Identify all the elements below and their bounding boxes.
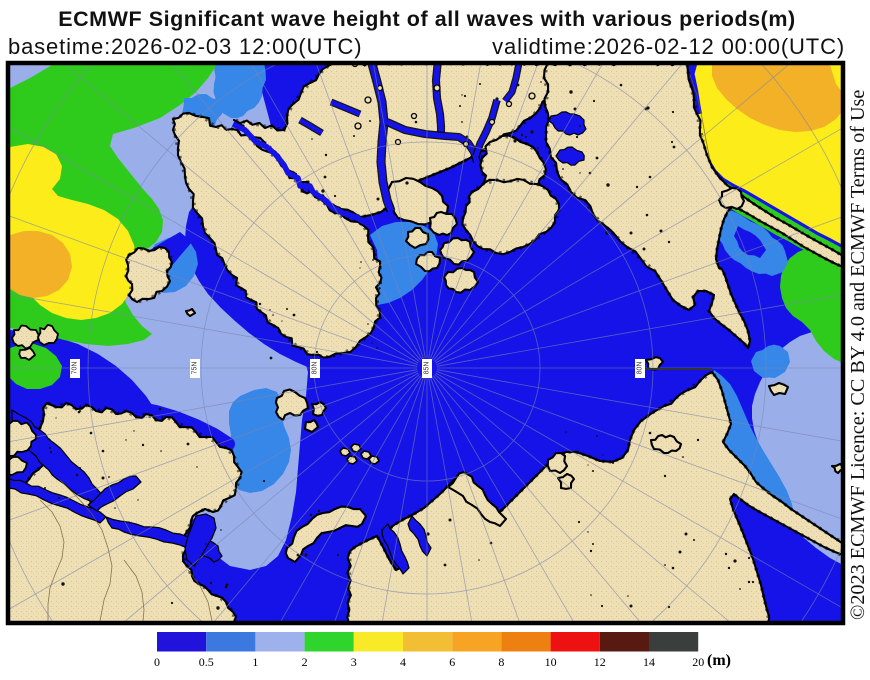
svg-text:(m): (m) bbox=[707, 652, 731, 669]
svg-text:4: 4 bbox=[400, 655, 406, 669]
svg-text:12: 12 bbox=[594, 655, 606, 669]
svg-text:80N: 80N bbox=[637, 362, 644, 375]
svg-text:75N: 75N bbox=[192, 362, 199, 375]
svg-text:0.5: 0.5 bbox=[199, 655, 214, 669]
svg-text:8: 8 bbox=[498, 655, 504, 669]
svg-text:80N: 80N bbox=[312, 362, 319, 375]
svg-text:14: 14 bbox=[643, 655, 655, 669]
svg-text:70N: 70N bbox=[72, 362, 79, 375]
svg-text:0: 0 bbox=[154, 655, 160, 669]
svg-text:3: 3 bbox=[351, 655, 357, 669]
svg-text:20: 20 bbox=[692, 655, 704, 669]
svg-text:1: 1 bbox=[252, 655, 258, 669]
svg-text:85N: 85N bbox=[424, 362, 431, 375]
svg-text:2: 2 bbox=[302, 655, 308, 669]
svg-text:10: 10 bbox=[545, 655, 557, 669]
svg-text:6: 6 bbox=[449, 655, 455, 669]
